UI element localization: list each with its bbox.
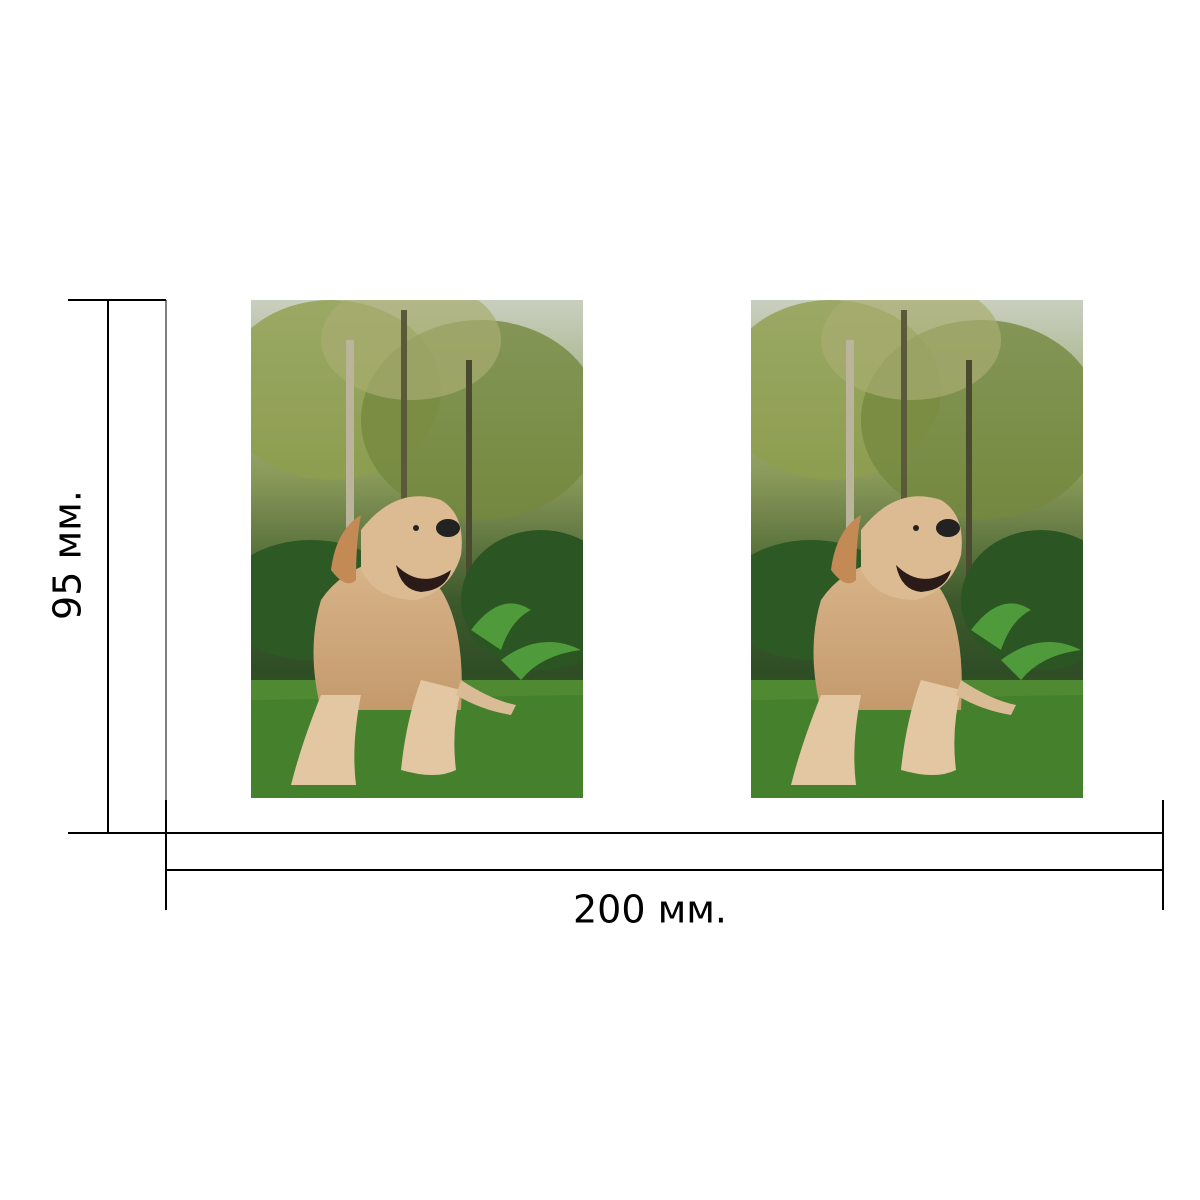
print-photo bbox=[751, 300, 1083, 798]
height-label: 95 мм. bbox=[46, 490, 90, 620]
width-label: 200 мм. bbox=[573, 888, 727, 932]
print-photo bbox=[251, 300, 583, 798]
